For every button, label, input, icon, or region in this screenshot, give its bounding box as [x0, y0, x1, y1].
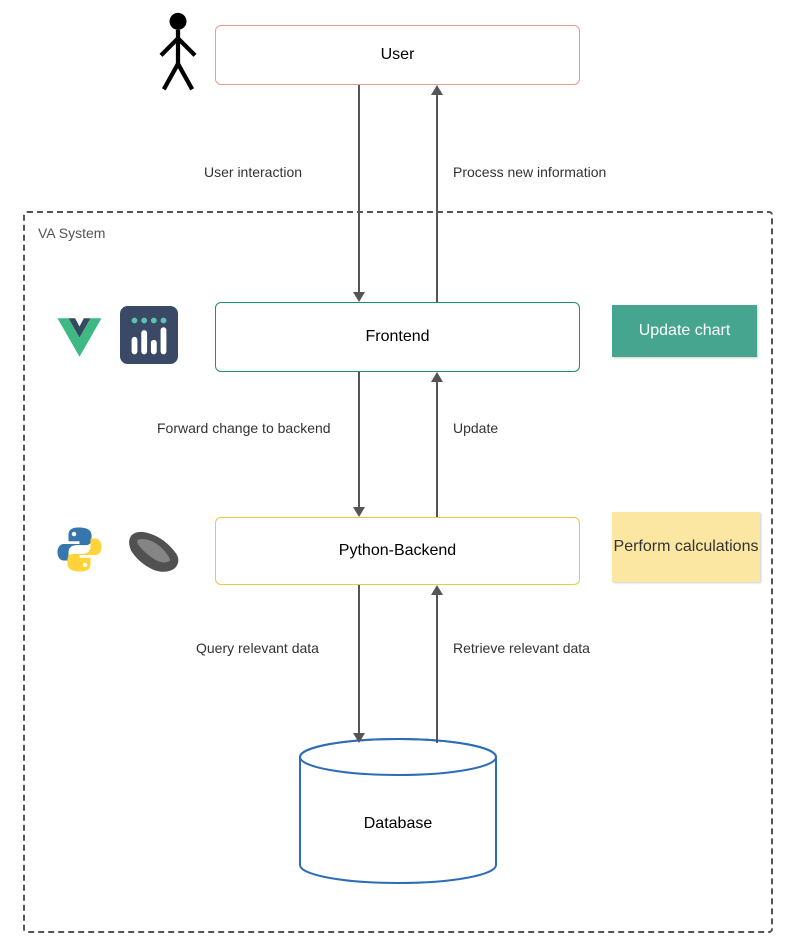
database-node: Database — [298, 737, 498, 885]
label-retrieve-data: Retrieve relevant data — [453, 640, 590, 656]
user-node: User — [215, 25, 580, 85]
arrow-database-to-backend — [436, 595, 438, 743]
flask-icon — [122, 526, 184, 576]
arrow-frontend-to-user — [436, 95, 438, 302]
arrowhead-frontend-to-user — [431, 85, 443, 95]
arrow-backend-to-frontend — [436, 382, 438, 517]
label-user-interaction: User interaction — [204, 164, 302, 180]
vue-icon — [52, 310, 107, 365]
python-icon — [52, 522, 107, 577]
arrowhead-database-to-backend — [431, 585, 443, 595]
arrowhead-backend-to-database — [353, 733, 365, 743]
label-process-info: Process new information — [453, 164, 606, 180]
backend-node: Python-Backend — [215, 517, 580, 585]
arrowhead-frontend-to-backend — [353, 507, 365, 517]
label-query-data: Query relevant data — [196, 640, 319, 656]
frontend-label: Frontend — [365, 328, 429, 346]
arrow-frontend-to-backend — [358, 372, 360, 507]
backend-label: Python-Backend — [339, 542, 456, 560]
arrow-backend-to-database — [358, 585, 360, 733]
arrowhead-user-to-frontend — [353, 292, 365, 302]
update-chart-text: Update chart — [639, 322, 731, 340]
chart-lib-icon — [120, 306, 178, 364]
arrowhead-backend-to-frontend — [431, 372, 443, 382]
perform-calc-sticky: Perform calculations — [612, 512, 760, 582]
label-update: Update — [453, 420, 498, 436]
database-label: Database — [298, 815, 498, 833]
frontend-node: Frontend — [215, 302, 580, 372]
user-figure-icon — [148, 10, 208, 95]
perform-calc-text: Perform calculations — [614, 538, 759, 556]
update-chart-sticky: Update chart — [612, 305, 757, 357]
label-forward-change: Forward change to backend — [157, 420, 331, 436]
arrow-user-to-frontend — [358, 85, 360, 292]
va-system-label: VA System — [38, 225, 105, 241]
user-label: User — [381, 46, 415, 64]
